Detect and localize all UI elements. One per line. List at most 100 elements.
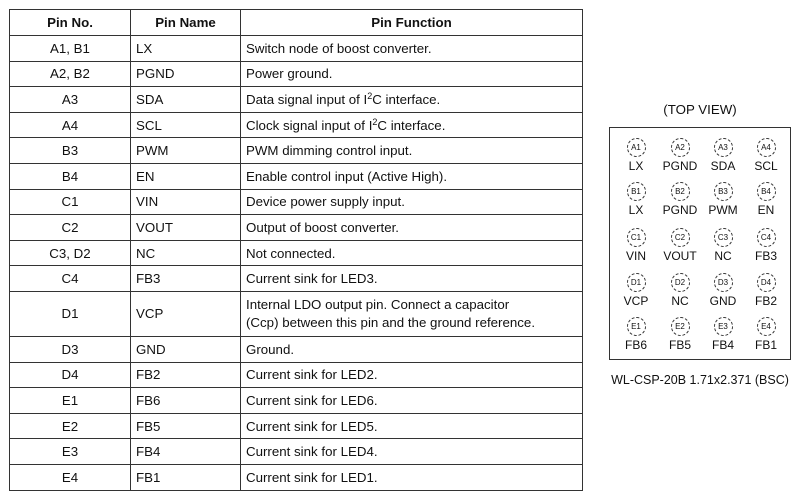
pin-function: Current sink for LED6. [246,392,378,408]
ball-name: SDA [710,159,736,173]
ball-pin: E1 FB6 [614,317,658,352]
pin-name: PGND [130,60,241,88]
ball-name: EN [757,203,775,217]
ball-id: A3 [713,138,733,157]
ball-name: PGND [662,159,698,173]
pin-table: Pin No. Pin Name Pin Function A1, B1 LX Sw… [9,9,583,491]
pin-no: A1, B1 [9,35,131,62]
ball-name: LX [628,203,644,217]
header-pin-function: Pin Function [240,9,583,36]
ball-id: B4 [756,182,776,201]
header-pin-no: Pin No. [9,9,131,36]
pin-function-cell: Current sink for LED2. [240,361,583,389]
pin-function-line2: (Ccp) between this pin and the ground re… [246,314,536,330]
superscript: 2 [367,90,373,101]
ball-id: D2 [670,273,690,292]
ball-id: C2 [670,228,690,247]
table-row: E4 FB1 Current sink for LED1. [9,463,583,491]
pin-no: D3 [9,335,131,363]
table-header: Pin No. Pin Name Pin Function [9,9,583,36]
pin-name: VOUT [130,214,241,241]
pin-name: FB2 [130,361,241,389]
ball-pin: C4 FB3 [744,228,788,263]
pin-no: C1 [9,188,131,216]
ball-pin: C3 NC [701,228,745,263]
pin-name: PWM [130,137,241,164]
pin-function-cell: Enable control input (Active High). [240,162,583,190]
pin-name: LX [130,35,241,62]
ball-id: E4 [756,317,776,336]
ball-pin: D1 VCP [614,273,658,308]
ball-pin: E2 FB5 [658,317,702,352]
ball-pin: B1 LX [614,182,658,217]
pin-no: B4 [9,162,131,190]
ball-name: LX [628,159,644,173]
pin-no: A2, B2 [9,60,131,88]
table-row: B4 EN Enable control input (Active High). [9,162,583,190]
pin-function-cell: Clock signal input of I2C interface. [240,111,583,139]
ball-name: FB2 [754,294,777,308]
ball-id: B1 [626,182,646,201]
ball-name: FB6 [624,338,647,352]
ball-pin: A4 SCL [744,138,788,173]
ball-name: PWM [708,203,738,217]
ball-name: NC [714,249,732,263]
pin-name: VIN [130,188,241,216]
ball-pin: C2 VOUT [658,228,702,263]
pin-no: C2 [9,214,131,241]
table-row: A2, B2 PGND Power ground. [9,60,583,88]
pin-function: Current sink for LED5. [246,418,378,434]
pin-function-cell: Data signal input of I2C interface. [240,86,583,113]
ball-pin: A3 SDA [701,138,745,173]
package-caption: WL-CSP-20B 1.71x2.371 (BSC) [611,373,789,387]
pin-function: Output of boost converter. [246,219,400,235]
table-row: C2 VOUT Output of boost converter. [9,214,583,241]
table-row: E3 FB4 Current sink for LED4. [9,438,583,465]
pin-function-cell: Current sink for LED6. [240,387,583,414]
pin-function-cell: Output of boost converter. [240,214,583,241]
pin-function-cell: PWM dimming control input. [240,137,583,164]
pin-function: Current sink for LED4. [246,444,378,460]
pin-function-cont: C interface. [377,117,446,133]
pin-function-cell: Ground. [240,335,583,363]
pin-name: VCP [130,290,241,337]
pin-function-cell: Current sink for LED5. [240,412,583,440]
table-row: A1, B1 LX Switch node of boost converter. [9,35,583,62]
ball-id: A4 [756,138,776,157]
pin-function-cell: Not connected. [240,239,583,267]
ball-name: FB3 [754,249,777,263]
header-pin-name: Pin Name [130,9,241,36]
pin-function-cell: Current sink for LED1. [240,463,583,491]
pin-name: EN [130,162,241,190]
pin-function: Ground. [246,341,295,357]
ball-id: B2 [670,182,690,201]
ball-name: VIN [625,249,646,263]
ball-pin: E3 FB4 [701,317,745,352]
pin-name: FB6 [130,387,241,414]
table-row: C3, D2 NC Not connected. [9,239,583,267]
ball-name: SCL [754,159,778,173]
ball-pin: B2 PGND [658,182,702,217]
pin-function: Enable control input (Active High). [246,168,448,184]
pin-function-cell: Current sink for LED4. [240,438,583,465]
pin-function: Not connected. [246,245,336,261]
pin-function-cell: Device power supply input. [240,188,583,216]
pin-no: D1 [9,290,131,337]
pin-function: Data signal input of I [246,91,368,107]
pin-function: Clock signal input of I [246,117,373,133]
ball-name: FB4 [711,338,734,352]
ball-pin: E4 FB1 [744,317,788,352]
table-row: D4 FB2 Current sink for LED2. [9,361,583,389]
pin-name: FB5 [130,412,241,440]
pin-no: B3 [9,137,131,164]
ball-name: NC [671,294,689,308]
ball-name: FB5 [668,338,691,352]
ball-id: C3 [713,228,733,247]
ball-pin: A1 LX [614,138,658,173]
pin-function: Power ground. [246,66,333,82]
table-row: D1 VCP Internal LDO output pin. Connect a … [9,290,583,337]
pin-name: NC [130,239,241,267]
ball-id: D4 [756,273,776,292]
pin-name: SDA [130,86,241,113]
ball-name: VCP [623,294,649,308]
